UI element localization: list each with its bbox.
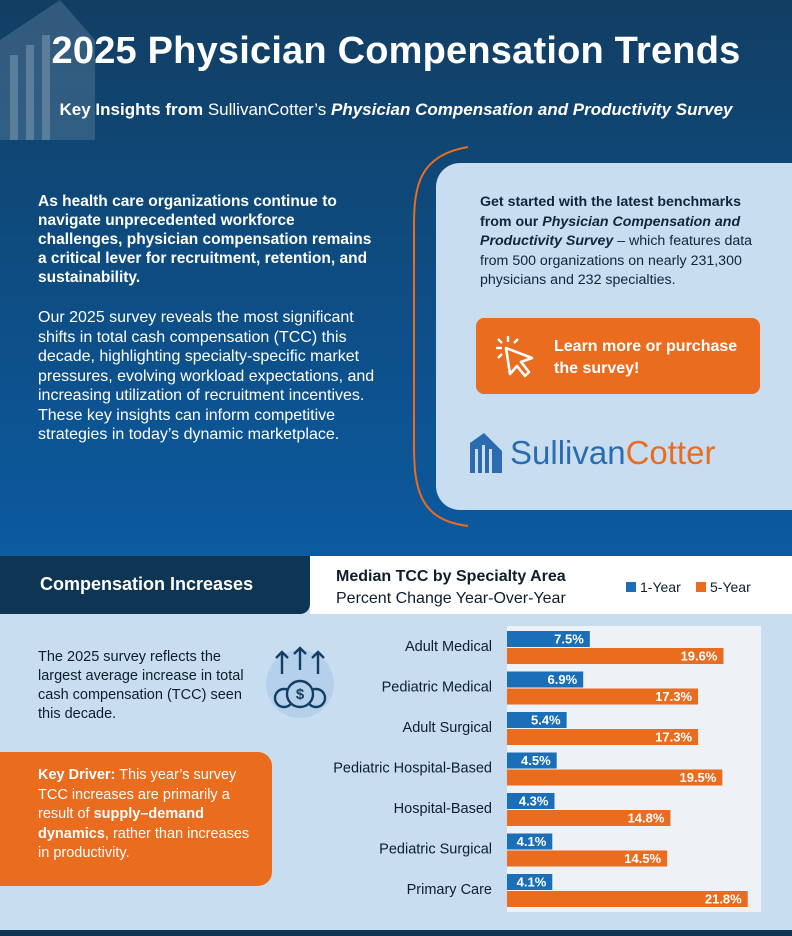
data-label-5-year: 14.5% (624, 851, 661, 866)
bar-5-year (507, 891, 748, 907)
data-label-1-year: 6.9% (548, 672, 578, 687)
card-lead: Get started with the latest benchmarks f… (480, 194, 741, 230)
data-label-5-year: 19.6% (681, 649, 718, 664)
bottom-strip (0, 930, 792, 936)
intro-bold-paragraph: As health care organizations continue to… (38, 193, 372, 286)
key-driver-text-1: This year’s survey TCC increases are pri… (38, 767, 237, 822)
chart-subtitle: Percent Change Year-Over-Year (336, 590, 566, 607)
bar-5-year (507, 810, 671, 826)
brand-wordmark: SullivanCotter (510, 434, 715, 472)
specialty-bar-chart: Adult Medical 7.5% 19.6% Pediatric Medical 6… (333, 626, 761, 912)
category-label: Pediatric Medical (382, 680, 492, 696)
subtitle-survey: Physician Compensation and Productivity … (330, 100, 733, 119)
data-label-5-year: 21.8% (705, 892, 742, 907)
learn-more-label: Learn more or purchase the survey! (554, 338, 738, 377)
bar-5-year (507, 688, 699, 705)
category-label: Adult Medical (405, 639, 492, 655)
legend-label-1-year: 1-Year (640, 579, 681, 595)
intro-body-paragraph: Our 2025 survey reveals the most signifi… (38, 309, 375, 443)
building-logo-icon (0, 0, 95, 140)
key-driver-text: Key Driver: This year’s survey TCC incre… (38, 766, 258, 864)
brand-part-cotter: Cotter (625, 434, 716, 471)
chart-title: Median TCC by Specialty Area (336, 568, 566, 585)
data-label-1-year: 5.4% (531, 713, 561, 728)
category-label: Adult Surgical (403, 720, 492, 736)
decorative-arc (413, 146, 469, 527)
bar-1-year (507, 712, 567, 728)
data-label-1-year: 4.1% (517, 875, 547, 890)
data-label-1-year: 4.1% (517, 834, 547, 849)
data-label-1-year: 7.5% (554, 632, 584, 647)
money-growth-icon: $ (266, 646, 334, 718)
legend-swatch-1-year (626, 582, 636, 592)
card-description: Get started with the latest benchmarks f… (480, 193, 776, 291)
svg-text:$: $ (296, 686, 305, 703)
increase-description: The 2025 survey reflects the largest ave… (38, 649, 244, 722)
bar-5-year (507, 648, 724, 664)
data-label-1-year: 4.3% (519, 794, 549, 809)
survey-card: Get started with the latest benchmarks f… (436, 163, 792, 510)
chart-legend: 1-Year 5-Year (618, 574, 760, 600)
page-subtitle: Key Insights from SullivanCotter’s Physi… (0, 100, 792, 120)
section-tab: Compensation Increases (0, 556, 310, 614)
key-driver-text-2: , rather than increases in productivity. (38, 825, 250, 862)
bar-5-year (507, 850, 668, 867)
data-label-5-year: 19.5% (679, 770, 716, 785)
category-label: Hospital-Based (394, 801, 492, 817)
section-title: Compensation Increases (40, 574, 254, 594)
key-driver-box: Key Driver: This year’s survey TCC incre… (0, 752, 272, 886)
bar-5-year (507, 729, 699, 745)
learn-more-button[interactable]: Learn more or purchase the survey! (476, 318, 760, 394)
bar-5-year (507, 769, 723, 786)
bar-1-year (507, 752, 557, 769)
bar-1-year (507, 631, 590, 647)
sullivancotter-logo: SullivanCotter (466, 431, 776, 481)
key-driver-label: Key Driver: (38, 767, 116, 783)
bar-1-year (507, 671, 584, 688)
bar-1-year (507, 833, 553, 850)
data-label-5-year: 17.3% (655, 730, 692, 745)
page-title: 2025 Physician Compensation Trends (51, 30, 741, 72)
key-driver-bold: supply–demand dynamics (38, 806, 204, 842)
cursor-click-icon (496, 336, 534, 378)
legend-label-5-year: 5-Year (710, 579, 751, 595)
card-survey-name: Physician Compensation and Productivity … (480, 213, 741, 250)
data-label-1-year: 4.5% (521, 753, 551, 768)
category-label: Pediatric Surgical (379, 842, 492, 858)
bar-1-year (507, 874, 553, 890)
card-rest: – which features data from 500 organizat… (480, 233, 753, 288)
category-label: Pediatric Hospital-Based (333, 761, 492, 777)
subtitle-brand: SullivanCotter’s (207, 100, 331, 119)
data-label-5-year: 14.8% (628, 811, 665, 826)
chart-plot-area (507, 626, 761, 912)
sullivancotter-logo-icon (470, 433, 502, 473)
bar-1-year (507, 793, 555, 809)
brand-part-sullivan: Sullivan (510, 434, 626, 471)
legend-swatch-5-year (696, 582, 706, 592)
category-label: Primary Care (407, 882, 492, 898)
data-label-5-year: 17.3% (655, 689, 692, 704)
subtitle-prefix: Key Insights from (59, 100, 208, 119)
